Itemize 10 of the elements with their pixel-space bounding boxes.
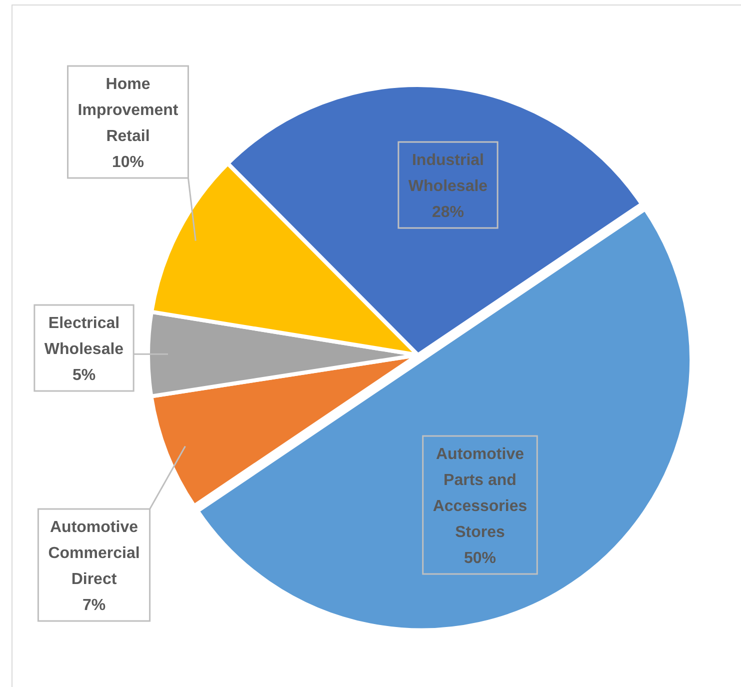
slice-label: Automotive Commercial Direct — [48, 519, 140, 588]
data-label: 10% — [112, 154, 144, 171]
data-label: 28% — [432, 204, 464, 221]
slice-label: Electrical Wholesale — [44, 315, 124, 358]
data-label: 50% — [464, 550, 496, 567]
data-label: 7% — [82, 597, 106, 614]
slice-label: Automotive Parts and Accessories Stores — [432, 446, 528, 541]
slice-label: Industrial Wholesale — [408, 152, 488, 195]
slice-label: Home Improvement Retail — [78, 76, 179, 145]
data-label: 5% — [72, 367, 96, 384]
